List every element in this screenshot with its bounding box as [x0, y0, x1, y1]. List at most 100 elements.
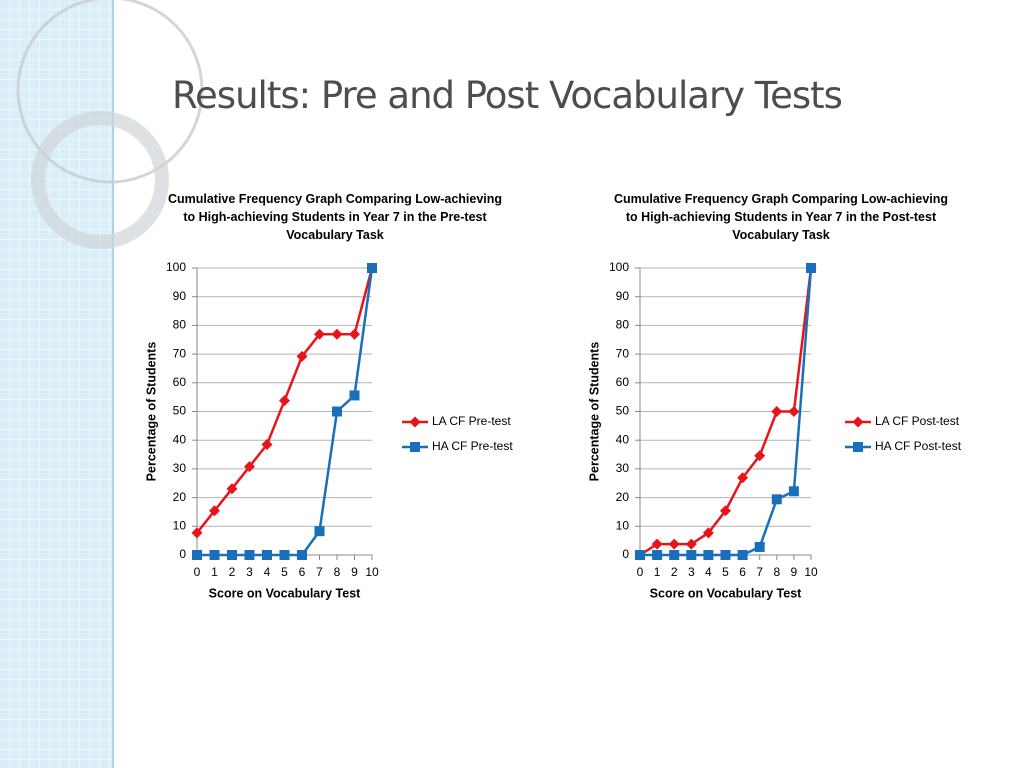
chart-title: Cumulative Frequency Graph Comparing Low…	[613, 192, 949, 242]
marker	[279, 395, 290, 407]
y-tick-label: 10	[616, 518, 630, 532]
marker	[668, 538, 680, 550]
marker	[192, 550, 202, 560]
y-tick-label: 100	[609, 260, 629, 274]
x-tick-label: 10	[804, 565, 818, 579]
marker	[720, 505, 731, 517]
x-tick-label: 1	[654, 565, 661, 579]
y-tick-label: 90	[616, 289, 630, 303]
marker	[226, 483, 238, 495]
x-tick-label: 4	[705, 565, 712, 579]
marker	[261, 439, 273, 451]
marker	[314, 526, 325, 537]
x-tick-label: 8	[334, 565, 341, 579]
legend-label: LA CF Post-test	[875, 414, 960, 428]
x-tick-label: 7	[756, 565, 763, 579]
marker	[279, 550, 290, 560]
marker	[332, 406, 342, 417]
marker	[367, 263, 377, 273]
y-tick-label: 80	[616, 318, 630, 332]
marker	[635, 550, 645, 560]
marker	[651, 538, 663, 550]
marker	[703, 550, 714, 560]
marker	[296, 350, 308, 362]
y-tick-label: 60	[173, 375, 187, 389]
marker	[349, 328, 360, 340]
y-axis-label: Percentage of Students	[587, 342, 601, 482]
y-tick-label: 40	[173, 432, 187, 446]
marker	[669, 550, 680, 560]
marker	[244, 550, 255, 560]
y-tick-label: 70	[173, 346, 187, 360]
marker	[771, 406, 783, 417]
y-tick-label: 90	[173, 289, 187, 303]
x-tick-label: 2	[229, 565, 236, 579]
marker	[702, 527, 714, 539]
marker	[262, 550, 272, 560]
y-tick-label: 100	[166, 260, 186, 274]
y-axis-label: Percentage of Students	[144, 342, 158, 482]
legend-marker	[852, 416, 864, 428]
x-tick-label: 9	[791, 565, 798, 579]
chart-title: Cumulative Frequency Graph Comparing Low…	[167, 192, 503, 242]
x-tick-label: 6	[739, 565, 746, 579]
marker	[244, 461, 255, 473]
marker	[737, 472, 749, 484]
marker	[720, 550, 731, 560]
marker	[788, 486, 799, 497]
marker	[737, 550, 748, 560]
decoration	[0, 0, 204, 768]
marker	[754, 450, 766, 462]
x-tick-label: 8	[773, 565, 780, 579]
x-tick-label: 5	[722, 565, 729, 579]
y-tick-label: 0	[179, 547, 186, 561]
slide-title: Results: Pre and Post Vocabulary Tests	[172, 74, 843, 117]
x-tick-label: 3	[688, 565, 695, 579]
y-tick-label: 0	[622, 547, 629, 561]
y-tick-label: 70	[616, 346, 630, 360]
x-tick-label: 0	[637, 565, 644, 579]
y-tick-label: 20	[616, 490, 630, 504]
legend-marker	[409, 416, 421, 428]
marker	[788, 406, 800, 417]
x-tick-label: 2	[671, 565, 678, 579]
x-tick-label: 10	[365, 565, 379, 579]
marker	[209, 550, 220, 560]
legend-marker	[410, 442, 420, 452]
x-tick-label: 4	[264, 565, 271, 579]
x-axis-label: Score on Vocabulary Test	[209, 586, 362, 600]
marker	[771, 494, 782, 505]
marker	[227, 550, 237, 560]
marker	[685, 538, 697, 550]
legend-label: HA CF Pre-test	[432, 439, 513, 453]
x-tick-label: 9	[351, 565, 358, 579]
marker	[806, 263, 816, 273]
legend-marker	[853, 442, 863, 452]
marker	[297, 550, 307, 560]
x-tick-label: 1	[211, 565, 218, 579]
x-tick-label: 3	[246, 565, 253, 579]
marker	[209, 505, 220, 517]
y-tick-label: 30	[173, 461, 187, 475]
marker	[349, 390, 360, 401]
y-tick-label: 20	[173, 490, 187, 504]
marker	[754, 541, 765, 552]
y-tick-label: 60	[616, 375, 630, 389]
y-tick-label: 50	[173, 404, 187, 418]
marker	[652, 550, 663, 560]
y-tick-label: 30	[616, 461, 630, 475]
x-tick-label: 5	[281, 565, 288, 579]
y-tick-label: 10	[173, 518, 187, 532]
marker	[314, 328, 325, 340]
legend-label: LA CF Pre-test	[432, 414, 511, 428]
legend-label: HA CF Post-test	[875, 439, 962, 453]
marker	[331, 328, 343, 340]
x-axis-label: Score on Vocabulary Test	[650, 586, 803, 600]
x-tick-label: 0	[194, 565, 201, 579]
y-tick-label: 80	[173, 318, 187, 332]
marker	[191, 527, 203, 539]
y-tick-label: 40	[616, 432, 630, 446]
y-tick-label: 50	[616, 404, 630, 418]
